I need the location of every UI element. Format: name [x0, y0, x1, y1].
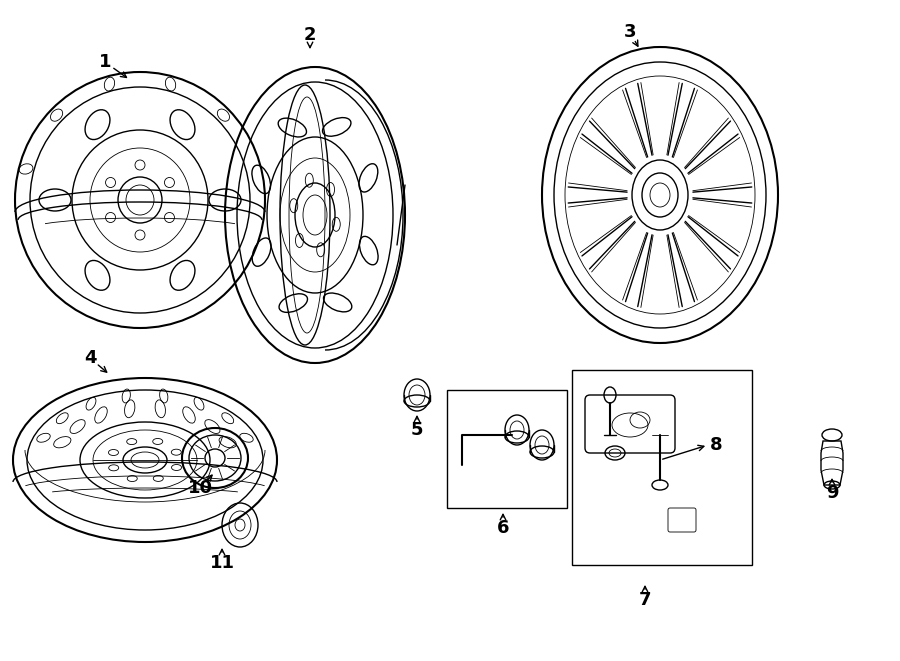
Text: 6: 6: [497, 519, 509, 537]
Text: 4: 4: [84, 349, 96, 367]
Bar: [447, 390, 567, 508]
Text: 1: 1: [99, 53, 112, 71]
Text: 8: 8: [710, 436, 723, 454]
Text: 11: 11: [210, 554, 235, 572]
Text: 2: 2: [304, 26, 316, 44]
Text: 3: 3: [624, 23, 636, 41]
Text: 9: 9: [826, 484, 838, 502]
Bar: [572, 370, 752, 565]
Text: 5: 5: [410, 421, 423, 439]
Text: 7: 7: [639, 591, 652, 609]
Text: 10: 10: [187, 479, 212, 497]
